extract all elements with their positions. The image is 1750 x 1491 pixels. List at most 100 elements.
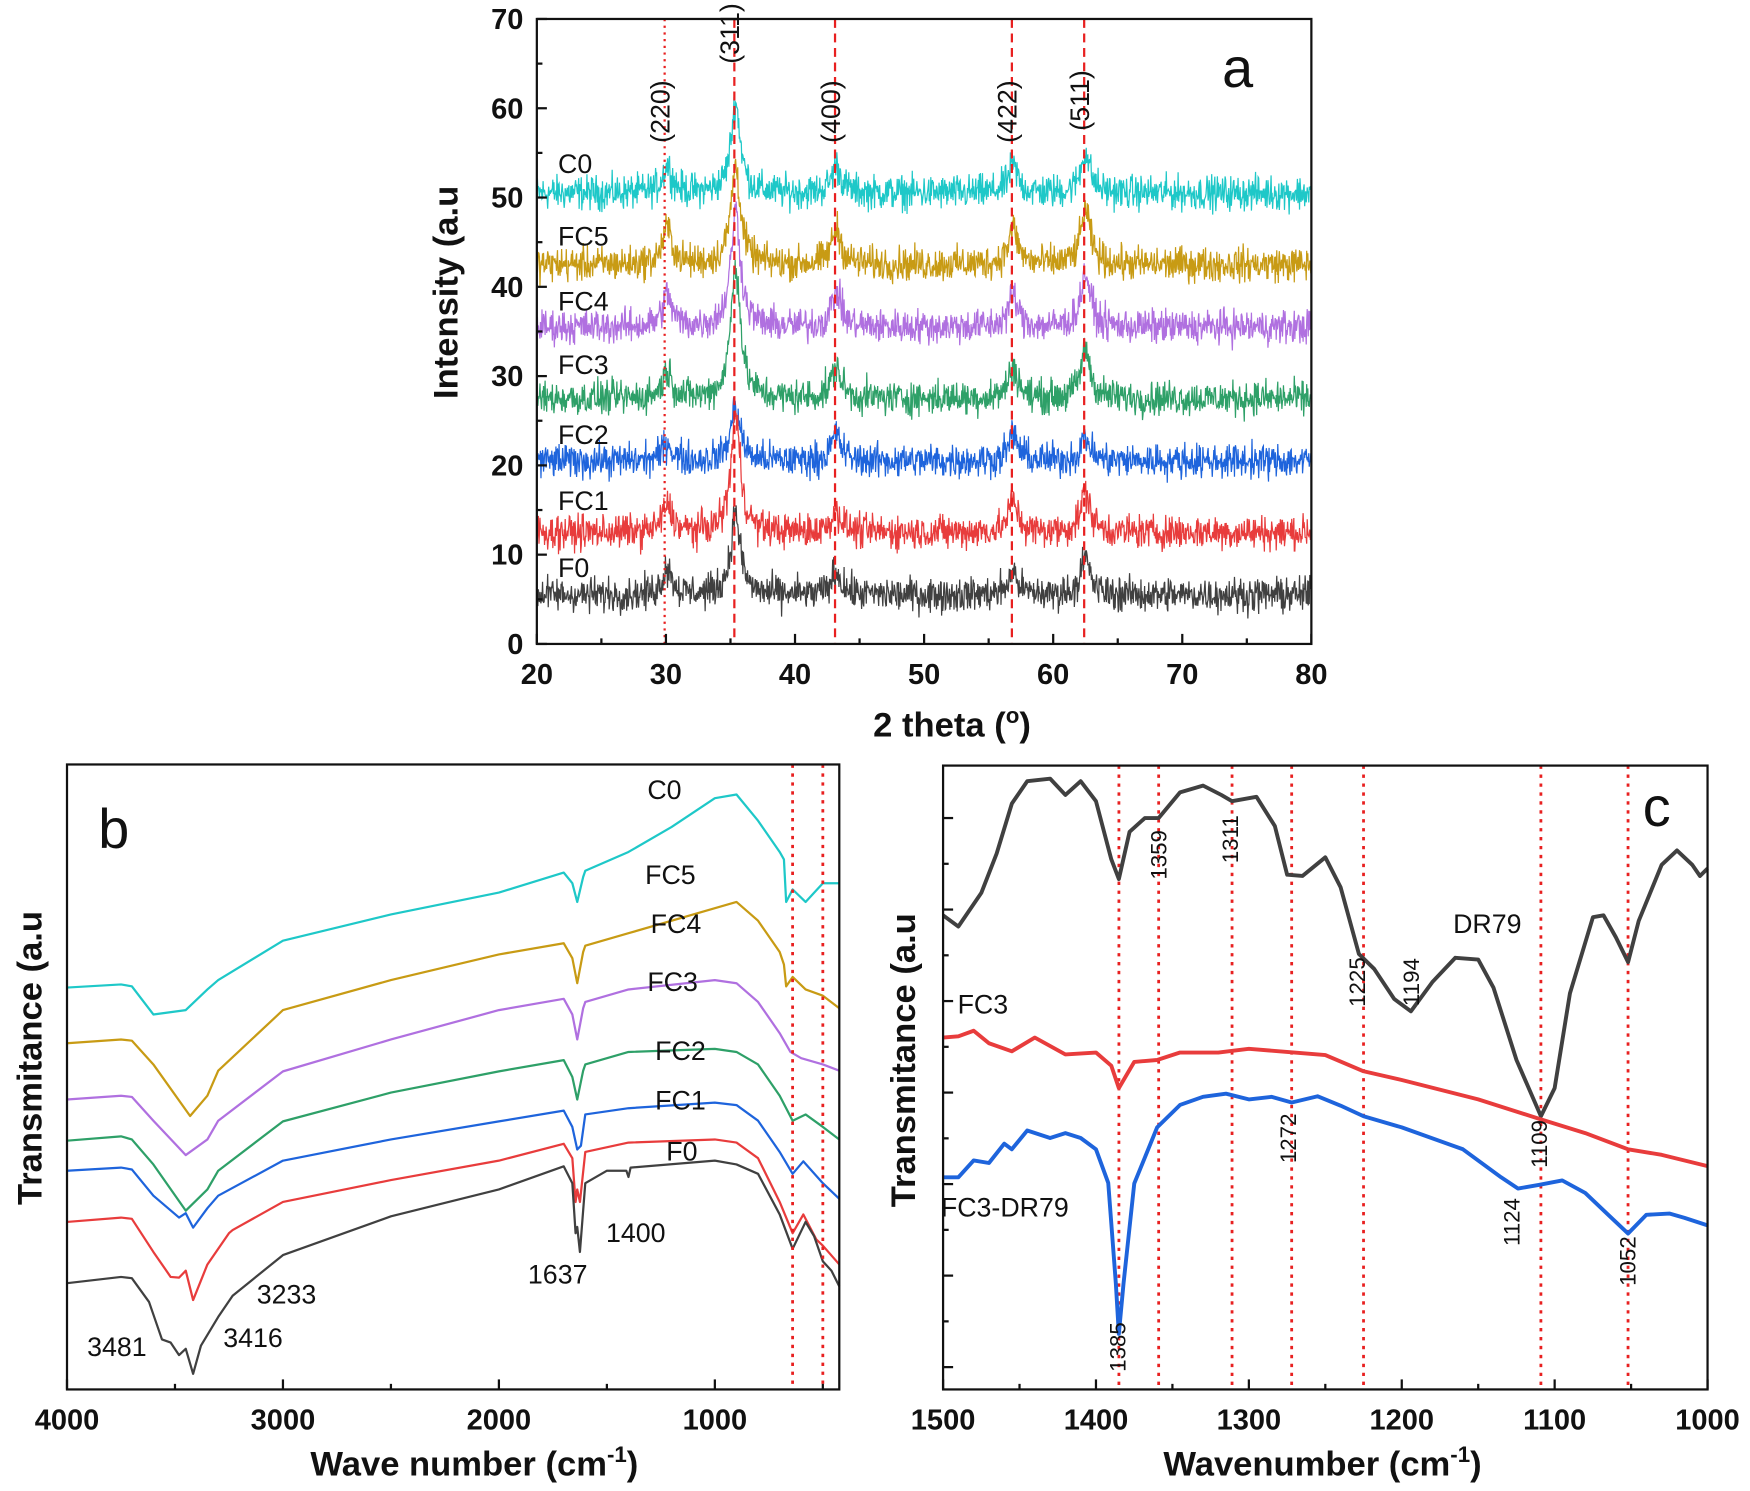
y-tick-label: 10 bbox=[491, 540, 523, 572]
series-line-fc5 bbox=[66, 900, 840, 1118]
plot-frame bbox=[65, 763, 841, 1391]
series-line-fc1 bbox=[536, 410, 1312, 555]
x-axis-title: 2 theta (o) bbox=[873, 703, 1031, 744]
x-axis-title-text: Wavenumber (cm bbox=[1163, 1445, 1450, 1483]
x-tick-label: 1000 bbox=[1675, 1405, 1740, 1437]
series-label: FC4 bbox=[651, 909, 702, 939]
panel-letter: b bbox=[98, 797, 129, 860]
x-axis-title: Wavenumber (cm-1) bbox=[1163, 1442, 1481, 1483]
series-line-fc4 bbox=[536, 201, 1312, 351]
series-label: FC3 bbox=[958, 989, 1009, 1019]
series-line-fc5 bbox=[536, 158, 1312, 286]
series-line-fc2 bbox=[536, 397, 1312, 483]
x-tick-label: 80 bbox=[1295, 659, 1327, 691]
y-tick-label: 30 bbox=[491, 361, 523, 393]
series-line-fc1 bbox=[66, 1138, 841, 1302]
x-axis-title-text: 2 theta ( bbox=[873, 707, 1006, 745]
panel-a-xrd: (220) (311) (400) (422) (511) 20 30 40 50 60 70 80 0… bbox=[428, 3, 1328, 744]
series-line-c0 bbox=[66, 793, 840, 1016]
series-label: FC1 bbox=[655, 1085, 706, 1115]
series-label: FC3-DR79 bbox=[941, 1192, 1069, 1222]
series-label: FC5 bbox=[558, 222, 609, 252]
peak-annotation: 3233 bbox=[257, 1280, 317, 1310]
peak-annotation: 3416 bbox=[223, 1323, 283, 1353]
x-axis-title-suffix: ) bbox=[1470, 1445, 1482, 1483]
y-axis-title: Intensity (a.u bbox=[428, 186, 466, 399]
x-tick-label: 60 bbox=[1037, 659, 1069, 691]
series-label: FC4 bbox=[558, 286, 609, 316]
series-label: FC2 bbox=[558, 420, 609, 450]
series-label: FC2 bbox=[655, 1036, 706, 1066]
series-label: C0 bbox=[558, 149, 592, 179]
x-tick-label: 20 bbox=[521, 659, 553, 691]
panel-c-ftir-zoom: 1500 1400 1300 1200 1100 1000 Wavenumber (cm-1… bbox=[885, 764, 1740, 1483]
y-tick-label: 20 bbox=[491, 450, 523, 482]
series-label: F0 bbox=[666, 1137, 697, 1167]
series-label: C0 bbox=[647, 775, 681, 805]
series-line-f0 bbox=[536, 505, 1312, 619]
hkl-label: (400) bbox=[816, 80, 846, 142]
panel-letter: c bbox=[1643, 775, 1671, 838]
x-tick-label: 3000 bbox=[251, 1405, 316, 1437]
panel-b-ftir: 4000 3000 2000 1000 Wave number (cm-1) Transm… bbox=[11, 763, 841, 1483]
peak-annotation: 1359 bbox=[1147, 830, 1172, 880]
peak-annotation: 1124 bbox=[1499, 1198, 1524, 1246]
x-tick-label: 1100 bbox=[1523, 1405, 1586, 1437]
series-line-fc3 bbox=[536, 259, 1312, 422]
peak-annotation: 1109 bbox=[1527, 1120, 1552, 1168]
x-axis-title-superscript: -1 bbox=[607, 1442, 627, 1467]
series-line-fc3-dr79 bbox=[943, 1091, 1709, 1336]
y-tick-label: 70 bbox=[491, 4, 523, 36]
x-tick-label: 30 bbox=[650, 659, 682, 691]
peak-annotation: 1272 bbox=[1276, 1114, 1301, 1164]
x-tick-label: 1000 bbox=[683, 1405, 748, 1437]
y-axis-title: Transmitance (a.u bbox=[11, 911, 49, 1205]
peak-annotation: 1400 bbox=[606, 1218, 666, 1248]
y-tick-label: 50 bbox=[491, 183, 523, 215]
x-axis-title-text: Wave number (cm bbox=[310, 1445, 607, 1483]
x-axis-title-suffix: ) bbox=[627, 1445, 639, 1483]
y-tick-label: 60 bbox=[491, 93, 523, 125]
series-label: FC3 bbox=[647, 967, 698, 997]
hkl-label: (511) bbox=[1065, 70, 1095, 131]
hkl-label: (220) bbox=[645, 80, 675, 142]
x-tick-label: 50 bbox=[908, 659, 940, 691]
x-tick-label: 1200 bbox=[1370, 1405, 1435, 1437]
x-tick-label: 2000 bbox=[467, 1405, 532, 1437]
series-label: FC3 bbox=[558, 350, 609, 380]
peak-annotation: 1225 bbox=[1345, 957, 1370, 1007]
x-tick-label: 4000 bbox=[35, 1405, 100, 1437]
series-line-fc4 bbox=[66, 978, 840, 1157]
series-label: F0 bbox=[558, 553, 589, 583]
hkl-label: (422) bbox=[993, 80, 1023, 142]
series-label: DR79 bbox=[1453, 909, 1521, 939]
peak-annotation: 3481 bbox=[87, 1332, 147, 1362]
series-line-fc2 bbox=[66, 1101, 841, 1229]
series-line-f0 bbox=[66, 1159, 841, 1375]
x-tick-label: 40 bbox=[779, 659, 811, 691]
x-axis-title-superscript: -1 bbox=[1450, 1442, 1470, 1467]
x-axis-title-superscript: o bbox=[1006, 703, 1020, 728]
panel-letter: a bbox=[1222, 36, 1254, 99]
peak-annotation: 1637 bbox=[528, 1259, 588, 1289]
x-axis-title-suffix: ) bbox=[1019, 707, 1031, 745]
peak-annotation: 1385 bbox=[1105, 1322, 1130, 1372]
x-axis-title: Wave number (cm-1) bbox=[310, 1442, 638, 1483]
series-line-fc3 bbox=[66, 1047, 840, 1212]
y-axis-title: Transmitance (a.u bbox=[885, 913, 923, 1207]
series-line-dr79 bbox=[941, 776, 1709, 1119]
series-label: FC1 bbox=[558, 486, 609, 516]
x-tick-label: 70 bbox=[1166, 659, 1198, 691]
peak-annotation: 1052 bbox=[1615, 1236, 1640, 1286]
peak-annotation: 1311 bbox=[1218, 815, 1243, 863]
series-label: FC5 bbox=[645, 860, 696, 890]
y-tick-label: 0 bbox=[507, 629, 523, 661]
y-tick-label: 40 bbox=[491, 272, 523, 304]
peak-annotation: 1194 bbox=[1399, 958, 1424, 1006]
x-tick-label: 1400 bbox=[1064, 1405, 1129, 1437]
x-tick-label: 1300 bbox=[1217, 1405, 1282, 1437]
series-line-c0 bbox=[536, 96, 1312, 215]
series-line-fc3 bbox=[942, 1028, 1709, 1169]
hkl-label: (311) bbox=[715, 3, 745, 64]
